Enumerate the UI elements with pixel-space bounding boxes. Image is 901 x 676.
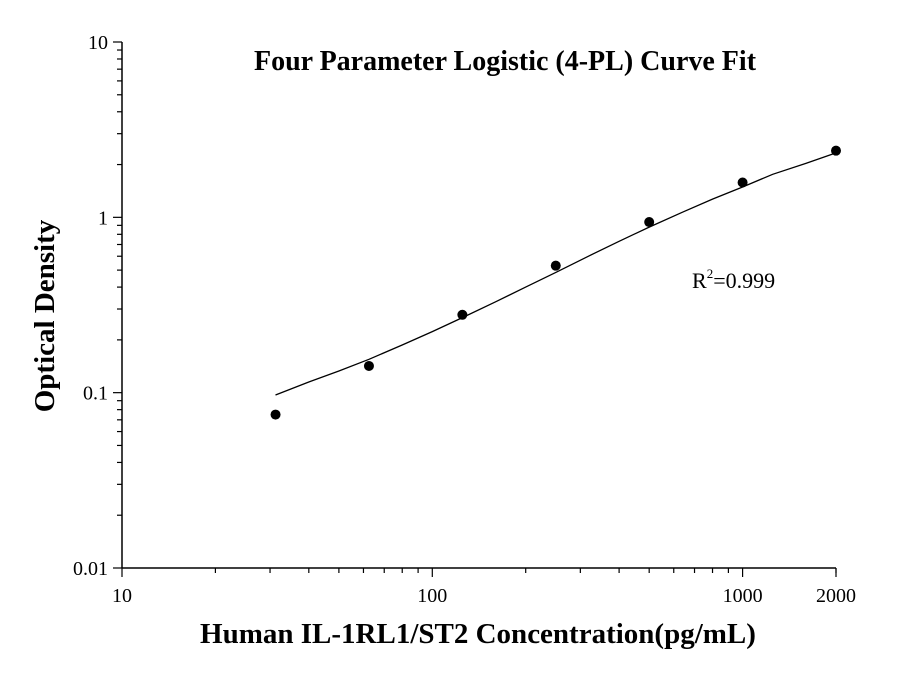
data-point (457, 309, 468, 320)
r-squared-value: =0.999 (713, 268, 775, 293)
data-point (270, 409, 281, 420)
x-tick-label: 2000 (816, 585, 856, 607)
data-point (550, 260, 561, 271)
ticks (113, 41, 837, 577)
x-tick-label: 1000 (723, 585, 763, 607)
data-point (831, 145, 841, 156)
chart-title: Four Parameter Logistic (4-PL) Curve Fit (254, 46, 757, 77)
tick-labels: 0.01 0.1 1 10 10 100 1000 2000 (73, 32, 856, 607)
y-axis-label: Optical Density (29, 219, 61, 412)
data-points (270, 145, 841, 420)
y-tick-label: 0.1 (83, 383, 108, 405)
r-squared-base: R (692, 268, 707, 293)
r-squared-superscript: 2 (707, 266, 714, 281)
r-squared-annotation: R2=0.999 (692, 266, 775, 293)
x-tick-label: 100 (417, 585, 447, 607)
x-tick-label: 10 (112, 585, 132, 607)
data-point (363, 360, 374, 371)
data-point (644, 217, 655, 228)
x-axis-label: Human IL-1RL1/ST2 Concentration(pg/mL) (200, 618, 756, 650)
data-point (737, 177, 748, 188)
y-tick-label: 1 (98, 207, 108, 229)
y-tick-label: 10 (88, 32, 108, 54)
axes (121, 42, 836, 569)
y-tick-label: 0.01 (73, 558, 108, 580)
